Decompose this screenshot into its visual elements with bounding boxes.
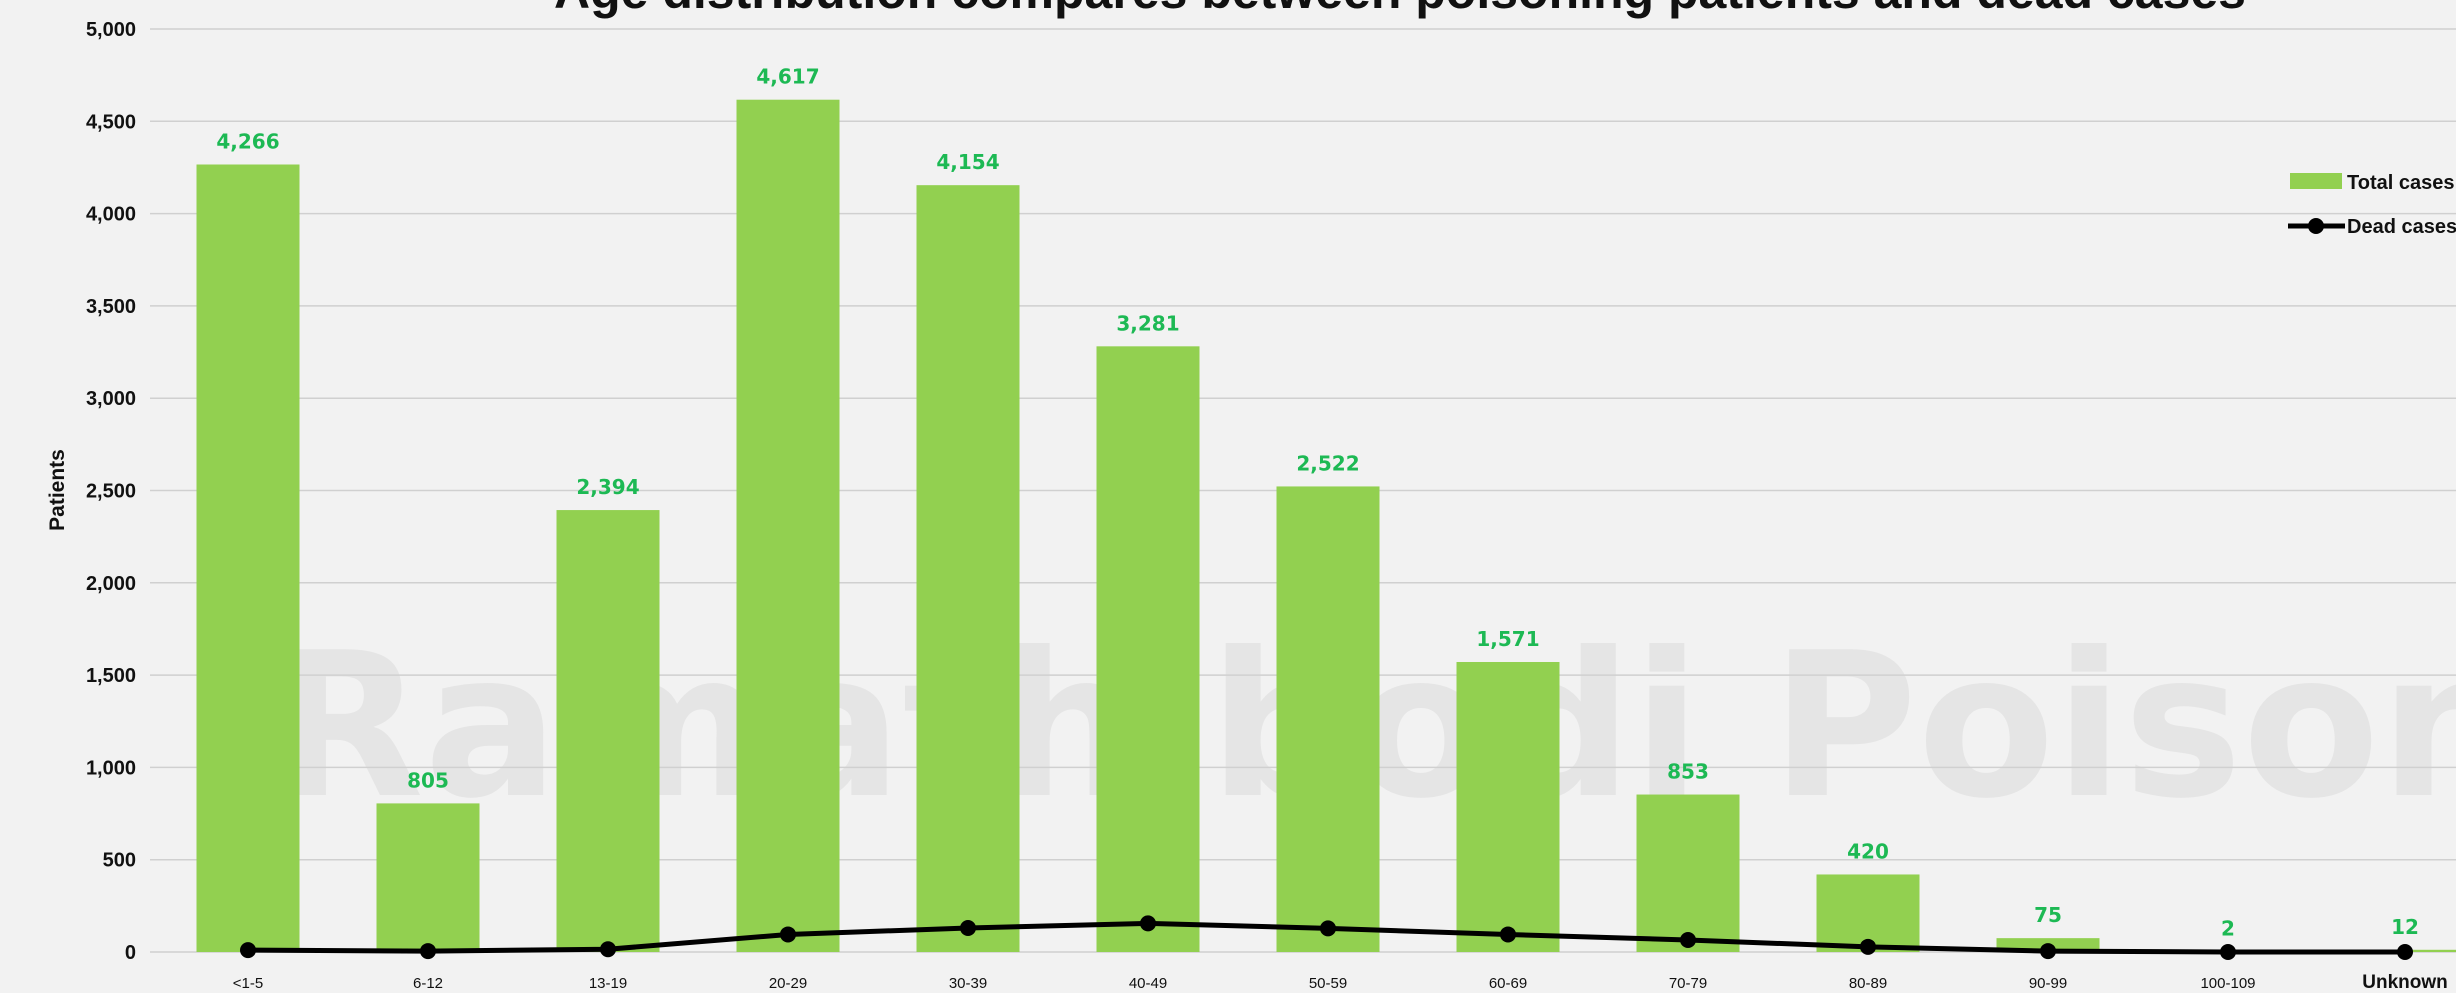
point-dead-cases (600, 941, 616, 958)
point-dead-cases (2220, 944, 2236, 960)
point-dead-cases (2040, 943, 2056, 960)
bar-total-cases (736, 99, 840, 953)
y-tick-label: 2,000 (86, 573, 136, 595)
data-label: 4,266 (216, 129, 279, 153)
data-label: 3,281 (1116, 311, 1179, 335)
data-label: 4,617 (756, 65, 819, 89)
y-tick-label: 500 (103, 850, 136, 872)
legend-label-dead-cases: Dead cases (2347, 216, 2456, 238)
x-tick-label: 6-12 (413, 975, 443, 992)
y-tick-label: 3,000 (86, 388, 136, 410)
x-tick-label: 30-39 (949, 975, 987, 992)
data-label: 4,154 (936, 150, 999, 174)
y-tick-label: 4,000 (86, 204, 136, 226)
y-tick-label: 1,000 (86, 757, 136, 779)
chart-title: Age distribution compares between poison… (554, 0, 2246, 19)
point-dead-cases (1500, 926, 1516, 943)
point-dead-cases (240, 942, 256, 959)
bar-total-cases (1636, 794, 1740, 952)
x-tick-label: <1-5 (233, 975, 263, 992)
point-dead-cases (420, 943, 436, 960)
legend-marker-dead-cases (2308, 218, 2324, 234)
point-dead-cases (1320, 920, 1336, 937)
x-tick-label: 50-59 (1309, 975, 1347, 992)
x-tick-label: 70-79 (1669, 975, 1707, 992)
y-tick-label: 2,500 (86, 481, 136, 503)
watermark-top: Ramathibodi Poison C (270, 0, 2456, 8)
x-tick-label: 80-89 (1849, 975, 1887, 992)
data-label: 1,571 (1476, 627, 1539, 651)
x-tick-label: 60-69 (1489, 975, 1527, 992)
bar-total-cases (1096, 346, 1200, 952)
point-dead-cases (1680, 932, 1696, 949)
bar-total-cases (556, 510, 660, 952)
point-dead-cases (2397, 944, 2413, 960)
bar-total-cases (1276, 486, 1380, 952)
data-label: 805 (407, 768, 449, 792)
bar-total-cases (196, 164, 300, 952)
point-dead-cases (1140, 915, 1156, 932)
data-label: 2,394 (576, 475, 639, 499)
data-label: 420 (1847, 839, 1889, 863)
x-tick-label: 20-29 (769, 975, 807, 992)
x-tick-label: 100-109 (2200, 975, 2255, 992)
bar-total-cases (1456, 661, 1560, 952)
y-tick-label: 4,500 (86, 111, 136, 133)
y-axis-label: Patients (46, 449, 69, 531)
data-label: 853 (1667, 760, 1709, 784)
data-label: 12 (2391, 915, 2419, 939)
data-label: 2 (2221, 917, 2235, 941)
bar-total-cases (916, 185, 1020, 952)
x-tick-label: 13-19 (589, 975, 627, 992)
legend-label-total-cases: Total cases (2347, 172, 2454, 194)
y-tick-label: 1,500 (86, 665, 136, 687)
legend-swatch-total-cases (2290, 173, 2342, 189)
point-dead-cases (780, 926, 796, 943)
x-tick-label: 40-49 (1129, 975, 1167, 992)
data-label: 2,522 (1296, 451, 1359, 475)
point-dead-cases (1860, 938, 1876, 955)
point-dead-cases (960, 920, 976, 937)
y-tick-label: 3,500 (86, 296, 136, 318)
x-tick-label: 90-99 (2029, 975, 2067, 992)
y-tick-label: 0 (125, 942, 136, 964)
x-tick-label: Unknown (2362, 972, 2448, 993)
bar-total-cases (376, 803, 480, 952)
y-tick-label: 5,000 (86, 19, 136, 41)
data-label: 75 (2034, 903, 2062, 927)
